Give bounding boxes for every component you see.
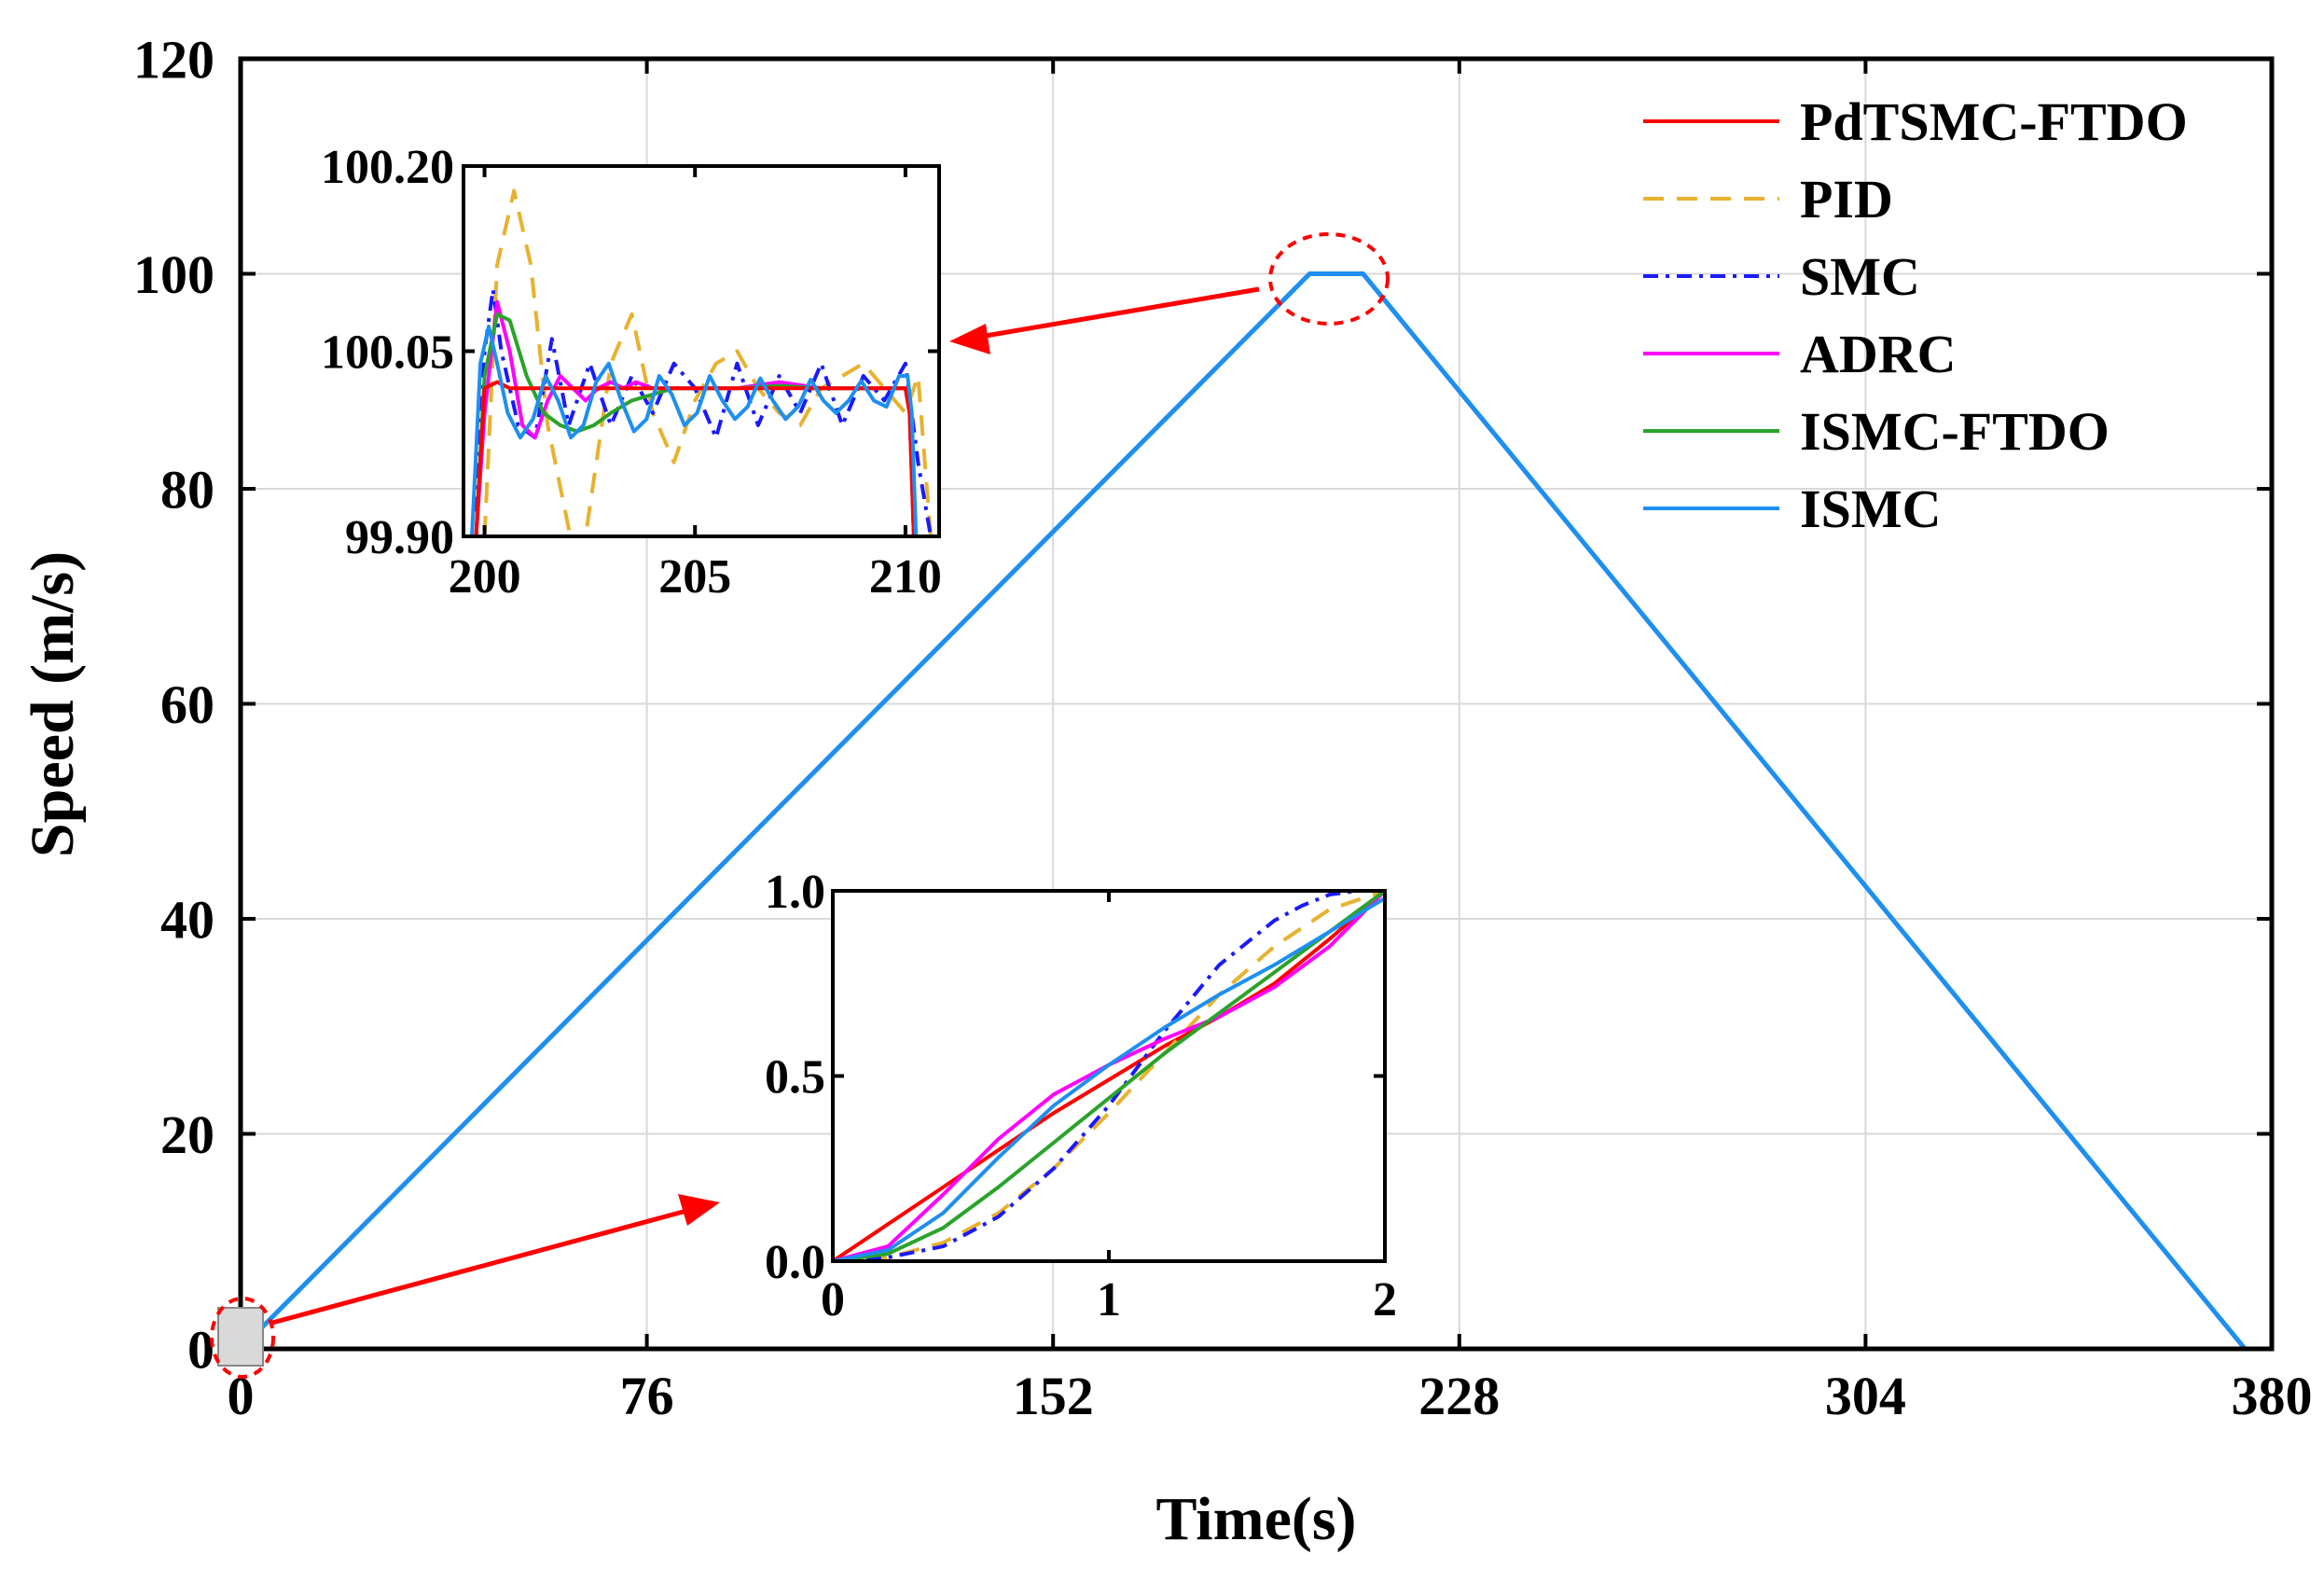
inset-start-xtick-label: 2 [1373, 1273, 1397, 1326]
inset-peak: 200 205 210 99.90 100.05 100.20 [321, 141, 942, 604]
peak-arrow-head [949, 324, 990, 354]
series-pid [833, 891, 1385, 1261]
main-xtick-label: 304 [1825, 1366, 1906, 1426]
inset-start-ytick-label: 1.0 [765, 866, 825, 919]
main-ytick-label: 20 [160, 1104, 214, 1165]
inset-start-ytick-label: 0.5 [765, 1051, 825, 1104]
inset-start-series-layer [833, 891, 1385, 1261]
main-ytick-label: 120 [133, 29, 214, 90]
inset-start-xtick-label: 1 [1097, 1273, 1121, 1326]
inset-peak-ytick-label: 100.20 [321, 141, 454, 194]
main-xtick-label: 76 [620, 1366, 674, 1426]
inset-start: 0 1 2 0.0 0.5 1.0 [765, 866, 1397, 1326]
main-series-layer [239, 271, 2248, 1351]
legend-label-ismc: ISMC [1800, 479, 1941, 539]
legend-label-ismc-ftdo: ISMC-FTDO [1800, 401, 2110, 462]
series-pdtsmc-ftdo [833, 891, 1385, 1261]
inset-start-ytick-label: 0.0 [765, 1236, 825, 1289]
main-ytick-label: 40 [160, 889, 214, 950]
inset-peak-background [463, 166, 939, 536]
series-ismc [239, 271, 2248, 1351]
inset-peak-xtick-label: 205 [658, 550, 731, 604]
legend-label-pdtsmc-ftdo: PdTSMC-FTDO [1800, 91, 2188, 152]
series-ismc [833, 896, 1385, 1261]
legend-label-adrc: ADRC [1800, 324, 1957, 384]
inset-peak-xtick-label: 200 [449, 550, 521, 604]
series-adrc [833, 891, 1385, 1261]
inset-peak-ytick-label: 99.90 [345, 511, 454, 564]
main-ytick-label: 0 [187, 1319, 214, 1380]
inset-start-ticks: 0 1 2 0.0 0.5 1.0 [765, 866, 1397, 1326]
inset-peak-ytick-label: 100.05 [321, 326, 454, 380]
main-ytick-label: 80 [160, 459, 214, 520]
legend-label-smc: SMC [1800, 246, 1920, 307]
series-pid [482, 188, 933, 536]
main-ytick-label: 60 [160, 674, 214, 735]
start-zoom-box [217, 1307, 264, 1367]
peak-zoom-circle [1268, 232, 1390, 326]
inset-start-xtick-label: 0 [821, 1273, 845, 1326]
annotations [210, 232, 1390, 1379]
main-xtick-label: 0 [228, 1366, 255, 1426]
inset-peak-xtick-label: 210 [869, 550, 942, 604]
legend: PdTSMC-FTDO PID SMC ADRC ISMC-FTDO ISMC [1643, 91, 2188, 539]
peak-arrow-line [974, 286, 1260, 340]
inset-peak-series-layer [470, 188, 933, 536]
start-zoom-circle [210, 1297, 275, 1379]
x-axis-label: Time(s) [1155, 1485, 1356, 1553]
main-xtick-label: 380 [2232, 1366, 2313, 1426]
main-xtick-label: 228 [1418, 1366, 1500, 1426]
main-ytick-label: 100 [133, 244, 214, 305]
series-smc [833, 891, 1385, 1261]
series-ismc [470, 325, 919, 536]
main-xtick-label: 152 [1013, 1366, 1094, 1426]
y-axis-label: Speed (m/s) [19, 551, 87, 857]
legend-label-pid: PID [1800, 169, 1893, 229]
start-arrow-line [271, 1207, 691, 1326]
inset-peak-ticks: 200 205 210 99.90 100.05 100.20 [321, 141, 942, 604]
series-ismc-ftdo [833, 891, 1385, 1261]
start-arrow-head [678, 1194, 720, 1226]
